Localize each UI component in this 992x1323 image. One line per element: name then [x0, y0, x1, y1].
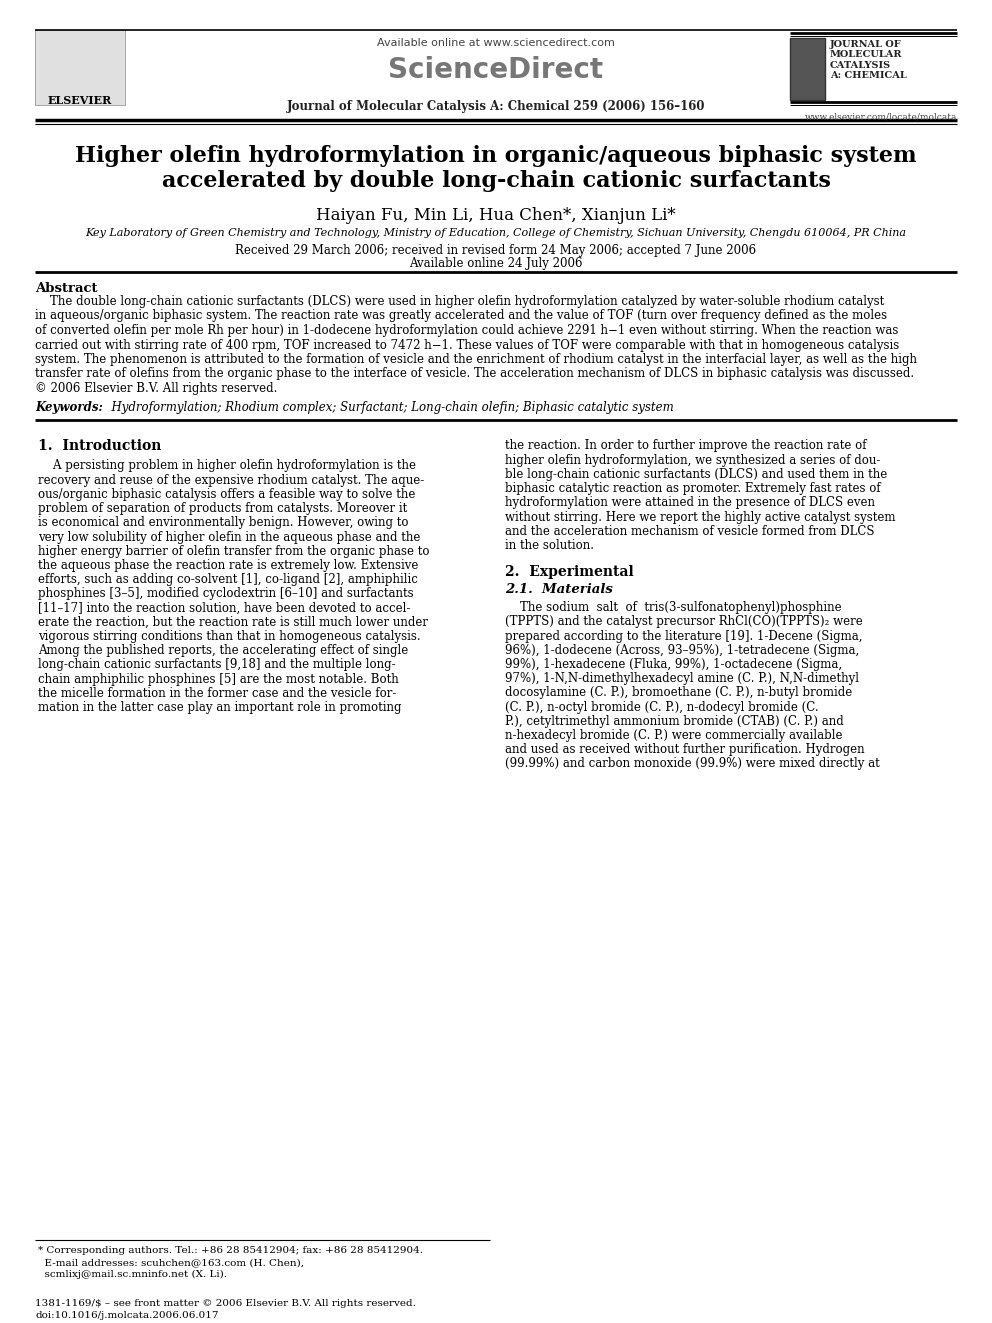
Text: and the acceleration mechanism of vesicle formed from DLCS: and the acceleration mechanism of vesicl… [505, 525, 875, 537]
Text: phosphines [3–5], modified cyclodextrin [6–10] and surfactants: phosphines [3–5], modified cyclodextrin … [38, 587, 414, 601]
Text: scmlixj@mail.sc.mninfo.net (X. Li).: scmlixj@mail.sc.mninfo.net (X. Li). [38, 1270, 227, 1279]
Text: vigorous stirring conditions than that in homogeneous catalysis.: vigorous stirring conditions than that i… [38, 630, 421, 643]
Text: Keywords:: Keywords: [35, 401, 103, 414]
Text: Available online 24 July 2006: Available online 24 July 2006 [410, 257, 582, 270]
Text: doi:10.1016/j.molcata.2006.06.017: doi:10.1016/j.molcata.2006.06.017 [35, 1311, 218, 1320]
Text: ble long-chain cationic surfactants (DLCS) and used them in the: ble long-chain cationic surfactants (DLC… [505, 468, 887, 480]
Text: 96%), 1-dodecene (Across, 93–95%), 1-tetradecene (Sigma,: 96%), 1-dodecene (Across, 93–95%), 1-tet… [505, 644, 859, 656]
Text: recovery and reuse of the expensive rhodium catalyst. The aque-: recovery and reuse of the expensive rhod… [38, 474, 425, 487]
Text: 99%), 1-hexadecene (Fluka, 99%), 1-octadecene (Sigma,: 99%), 1-hexadecene (Fluka, 99%), 1-octad… [505, 658, 842, 671]
Text: Hydroformylation; Rhodium complex; Surfactant; Long-chain olefin; Biphasic catal: Hydroformylation; Rhodium complex; Surfa… [104, 401, 674, 414]
Text: long-chain cationic surfactants [9,18] and the multiple long-: long-chain cationic surfactants [9,18] a… [38, 659, 396, 671]
Bar [790, 38, 825, 101]
Text: docosylamine (C. P.), bromoethane (C. P.), n-butyl bromide: docosylamine (C. P.), bromoethane (C. P.… [505, 687, 852, 700]
Text: * Corresponding authors. Tel.: +86 28 85412904; fax: +86 28 85412904.: * Corresponding authors. Tel.: +86 28 85… [38, 1246, 423, 1256]
Text: www.elsevier.com/locate/molcata: www.elsevier.com/locate/molcata [805, 112, 957, 122]
Text: the reaction. In order to further improve the reaction rate of: the reaction. In order to further improv… [505, 439, 866, 452]
Text: P.), cetyltrimethyl ammonium bromide (CTAB) (C. P.) and: P.), cetyltrimethyl ammonium bromide (CT… [505, 714, 844, 728]
Text: ELSEVIER: ELSEVIER [48, 95, 112, 106]
Text: E-mail addresses: scuhchen@163.com (H. Chen),: E-mail addresses: scuhchen@163.com (H. C… [38, 1258, 304, 1267]
Text: © 2006 Elsevier B.V. All rights reserved.: © 2006 Elsevier B.V. All rights reserved… [35, 382, 278, 396]
Text: carried out with stirring rate of 400 rpm, TOF increased to 7472 h−1. These valu: carried out with stirring rate of 400 rp… [35, 339, 900, 352]
Text: 97%), 1-N,N-dimethylhexadecyl amine (C. P.), N,N-dimethyl: 97%), 1-N,N-dimethylhexadecyl amine (C. … [505, 672, 859, 685]
Text: Haiyan Fu, Min Li, Hua Chen*, Xianjun Li*: Haiyan Fu, Min Li, Hua Chen*, Xianjun Li… [316, 206, 676, 224]
Text: [11–17] into the reaction solution, have been devoted to accel-: [11–17] into the reaction solution, have… [38, 602, 411, 614]
Text: of converted olefin per mole Rh per hour) in 1-dodecene hydroformylation could a: of converted olefin per mole Rh per hour… [35, 324, 899, 337]
Text: in aqueous/organic biphasic system. The reaction rate was greatly accelerated an: in aqueous/organic biphasic system. The … [35, 310, 887, 323]
Text: Abstract: Abstract [35, 282, 97, 295]
Text: and used as received without further purification. Hydrogen: and used as received without further pur… [505, 744, 865, 757]
Text: the micelle formation in the former case and the vesicle for-: the micelle formation in the former case… [38, 687, 397, 700]
Text: Among the published reports, the accelerating effect of single: Among the published reports, the acceler… [38, 644, 409, 658]
Text: (C. P.), n-octyl bromide (C. P.), n-dodecyl bromide (C.: (C. P.), n-octyl bromide (C. P.), n-dode… [505, 700, 818, 713]
Text: Key Laboratory of Green Chemistry and Technology, Ministry of Education, College: Key Laboratory of Green Chemistry and Te… [85, 228, 907, 238]
Text: mation in the latter case play an important role in promoting: mation in the latter case play an import… [38, 701, 402, 714]
Text: efforts, such as adding co-solvent [1], co-ligand [2], amphiphilic: efforts, such as adding co-solvent [1], … [38, 573, 418, 586]
Text: biphasic catalytic reaction as promoter. Extremely fast rates of: biphasic catalytic reaction as promoter.… [505, 482, 881, 495]
Text: (TPPTS) and the catalyst precursor RhCl(CO)(TPPTS)₂ were: (TPPTS) and the catalyst precursor RhCl(… [505, 615, 863, 628]
Text: system. The phenomenon is attributed to the formation of vesicle and the enrichm: system. The phenomenon is attributed to … [35, 353, 917, 366]
Text: (99.99%) and carbon monoxide (99.9%) were mixed directly at: (99.99%) and carbon monoxide (99.9%) wer… [505, 757, 880, 770]
Text: erate the reaction, but the reaction rate is still much lower under: erate the reaction, but the reaction rat… [38, 615, 428, 628]
Text: n-hexadecyl bromide (C. P.) were commercially available: n-hexadecyl bromide (C. P.) were commerc… [505, 729, 842, 742]
Text: The sodium  salt  of  tris(3-sulfonatophenyl)phosphine: The sodium salt of tris(3-sulfonatopheny… [505, 601, 841, 614]
Text: accelerated by double long-chain cationic surfactants: accelerated by double long-chain cationi… [162, 169, 830, 192]
Text: prepared according to the literature [19]. 1-Decene (Sigma,: prepared according to the literature [19… [505, 630, 862, 643]
Text: Journal of Molecular Catalysis A: Chemical 259 (2006) 156–160: Journal of Molecular Catalysis A: Chemic… [287, 101, 705, 112]
Text: ScienceDirect: ScienceDirect [389, 56, 603, 83]
Text: JOURNAL OF
MOLECULAR
CATALYSIS
A: CHEMICAL: JOURNAL OF MOLECULAR CATALYSIS A: CHEMIC… [830, 40, 907, 81]
Text: 1.  Introduction: 1. Introduction [38, 439, 162, 454]
Text: very low solubility of higher olefin in the aqueous phase and the: very low solubility of higher olefin in … [38, 531, 421, 544]
Text: higher energy barrier of olefin transfer from the organic phase to: higher energy barrier of olefin transfer… [38, 545, 430, 558]
Text: 2.1.  Materials: 2.1. Materials [505, 583, 613, 597]
Text: in the solution.: in the solution. [505, 538, 594, 552]
Text: The double long-chain cationic surfactants (DLCS) were used in higher olefin hyd: The double long-chain cationic surfactan… [35, 295, 884, 308]
Text: hydroformylation were attained in the presence of DLCS even: hydroformylation were attained in the pr… [505, 496, 875, 509]
Text: the aqueous phase the reaction rate is extremely low. Extensive: the aqueous phase the reaction rate is e… [38, 558, 419, 572]
Text: 1381-1169/$ – see front matter © 2006 Elsevier B.V. All rights reserved.: 1381-1169/$ – see front matter © 2006 El… [35, 1299, 416, 1308]
Text: 2.  Experimental: 2. Experimental [505, 565, 634, 579]
Text: problem of separation of products from catalysts. Moreover it: problem of separation of products from c… [38, 503, 408, 515]
Text: ous/organic biphasic catalysis offers a feasible way to solve the: ous/organic biphasic catalysis offers a … [38, 488, 416, 501]
Text: higher olefin hydroformylation, we synthesized a series of dou-: higher olefin hydroformylation, we synth… [505, 454, 880, 467]
Text: without stirring. Here we report the highly active catalyst system: without stirring. Here we report the hig… [505, 511, 896, 524]
Text: chain amphiphilic phosphines [5] are the most notable. Both: chain amphiphilic phosphines [5] are the… [38, 672, 399, 685]
Text: Higher olefin hydroformylation in organic/aqueous biphasic system: Higher olefin hydroformylation in organi… [75, 146, 917, 167]
Text: transfer rate of olefins from the organic phase to the interface of vesicle. The: transfer rate of olefins from the organi… [35, 368, 914, 381]
Text: A persisting problem in higher olefin hydroformylation is the: A persisting problem in higher olefin hy… [38, 459, 416, 472]
Bar [35, 30, 125, 105]
Text: is economical and environmentally benign. However, owing to: is economical and environmentally benign… [38, 516, 409, 529]
Text: Available online at www.sciencedirect.com: Available online at www.sciencedirect.co… [377, 38, 615, 48]
Text: Received 29 March 2006; received in revised form 24 May 2006; accepted 7 June 20: Received 29 March 2006; received in revi… [235, 243, 757, 257]
